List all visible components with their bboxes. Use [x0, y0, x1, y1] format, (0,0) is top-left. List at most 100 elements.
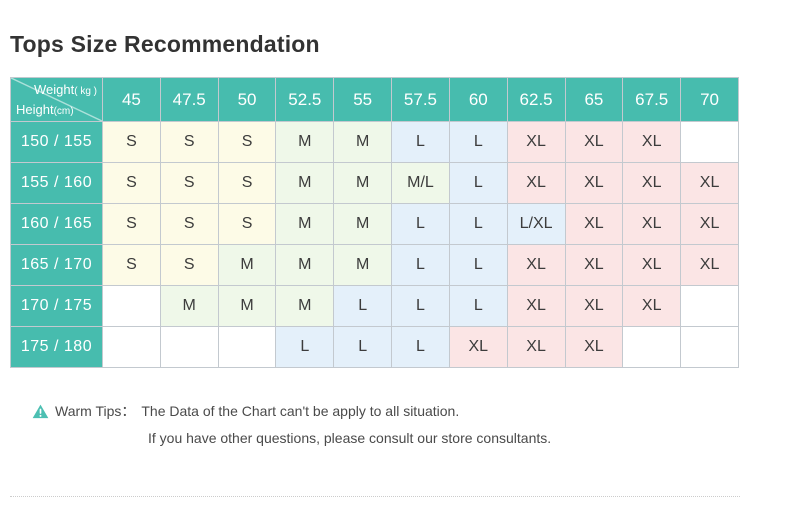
- table-row: 160 / 165 S S S M M L L L/XL XL XL XL: [10, 203, 739, 245]
- size-cell: M: [333, 121, 393, 163]
- size-cell: S: [102, 121, 161, 163]
- size-cell: [102, 285, 161, 327]
- size-cell: XL: [564, 203, 624, 245]
- weight-axis-label: Weight( kg ): [34, 82, 97, 97]
- weight-col-header: 70: [680, 77, 739, 122]
- weight-col-header: 47.5: [159, 77, 219, 122]
- table-row: 150 / 155 S S S M M L L XL XL XL: [10, 121, 739, 163]
- page-title: Tops Size Recommendation: [10, 31, 320, 57]
- size-cell: XL: [506, 162, 566, 204]
- size-cell: L: [333, 285, 393, 327]
- size-cell: S: [102, 162, 161, 204]
- size-cell: XL: [564, 121, 624, 163]
- size-cell: L: [448, 203, 508, 245]
- diagonal-divider: [11, 78, 102, 121]
- warning-icon: [32, 404, 49, 418]
- size-cell: S: [102, 244, 161, 286]
- height-axis-label: Height(cm): [16, 102, 74, 117]
- height-unit-text: (cm): [53, 106, 74, 117]
- size-cell: [102, 326, 161, 368]
- size-cell: M: [275, 285, 335, 327]
- table-row: 155 / 160 S S S M M M/L L XL XL XL XL: [10, 162, 739, 204]
- height-row-header: 165 / 170: [10, 244, 103, 286]
- size-cell: XL: [564, 162, 624, 204]
- size-cell: M: [275, 162, 335, 204]
- size-cell: XL: [448, 326, 508, 368]
- size-cell: XL: [680, 162, 739, 204]
- size-cell: [217, 326, 277, 368]
- size-cell: XL: [564, 285, 624, 327]
- size-cell: M/L: [391, 162, 450, 204]
- size-cell: S: [217, 121, 277, 163]
- size-cell: XL: [680, 244, 739, 286]
- size-cell: XL: [506, 244, 566, 286]
- size-cell: [680, 326, 739, 368]
- warm-tips: Warm Tips： The Data of the Chart can't b…: [32, 401, 459, 421]
- weight-header-row: Weight( kg ) Height(cm) 45 47.5 50 52.5 55 57…: [10, 77, 739, 122]
- size-cell: M: [275, 121, 335, 163]
- height-row-header: 155 / 160: [10, 162, 103, 204]
- weight-col-header: 52.5: [275, 77, 335, 122]
- size-cell: XL: [680, 203, 739, 245]
- corner-cell: Weight( kg ) Height(cm): [10, 77, 103, 122]
- table-row: 165 / 170 S S M M M L L XL XL XL XL: [10, 244, 739, 286]
- dotted-divider: [10, 496, 740, 497]
- weight-unit-text: ( kg ): [74, 86, 97, 97]
- size-cell: L: [391, 121, 450, 163]
- size-cell: S: [159, 203, 219, 245]
- weight-col-header: 57.5: [391, 77, 450, 122]
- size-cell: M: [217, 285, 277, 327]
- size-cell: L: [391, 285, 450, 327]
- warm-tips-line1: The Data of the Chart can't be apply to …: [141, 403, 460, 419]
- height-row-header: 150 / 155: [10, 121, 103, 163]
- table-row: 175 / 180 L L L XL XL XL: [10, 326, 739, 368]
- table-body: 150 / 155 S S S M M L L XL XL XL 155 / 160 S S S M M M/L L…: [10, 121, 739, 368]
- size-cell: XL: [622, 162, 682, 204]
- size-cell: XL: [622, 285, 682, 327]
- weight-col-header: 50: [217, 77, 277, 122]
- size-cell: S: [102, 203, 161, 245]
- table-row: 170 / 175 M M M L L L XL XL XL: [10, 285, 739, 327]
- weight-label-text: Weight: [33, 82, 75, 97]
- size-cell: M: [333, 162, 393, 204]
- size-cell: [159, 326, 219, 368]
- height-row-header: 160 / 165: [10, 203, 103, 245]
- size-recommendation-table: Weight( kg ) Height(cm) 45 47.5 50 52.5 55 57…: [10, 77, 739, 368]
- size-cell: XL: [506, 121, 566, 163]
- size-cell: [680, 285, 739, 327]
- size-cell: XL: [622, 244, 682, 286]
- size-cell: XL: [506, 326, 566, 368]
- table-header: Weight( kg ) Height(cm) 45 47.5 50 52.5 55 57…: [10, 77, 739, 122]
- size-cell: M: [333, 203, 393, 245]
- weight-col-header: 65: [564, 77, 624, 122]
- size-cell: XL: [564, 326, 624, 368]
- size-cell: [622, 326, 682, 368]
- warm-tips-line2: If you have other questions, please cons…: [148, 430, 552, 446]
- size-cell: L: [391, 203, 450, 245]
- size-cell: S: [217, 203, 277, 245]
- weight-col-header: 55: [333, 77, 393, 122]
- size-cell: XL: [564, 244, 624, 286]
- size-cell: L: [391, 244, 450, 286]
- size-cell: M: [275, 244, 335, 286]
- size-cell: M: [275, 203, 335, 245]
- size-cell: XL: [622, 203, 682, 245]
- height-label-text: Height: [16, 102, 54, 117]
- size-cell: S: [159, 162, 219, 204]
- size-cell: XL: [506, 285, 566, 327]
- size-cell: L: [448, 121, 508, 163]
- size-cell: L/XL: [506, 203, 566, 245]
- size-cell: S: [159, 244, 219, 286]
- size-cell: L: [333, 326, 393, 368]
- size-cell: S: [159, 121, 219, 163]
- weight-col-header: 62.5: [506, 77, 566, 122]
- size-cell: L: [448, 162, 508, 204]
- size-cell: S: [217, 162, 277, 204]
- warm-tips-label: Warm Tips：: [55, 403, 136, 419]
- size-cell: L: [275, 326, 335, 368]
- size-cell: M: [333, 244, 393, 286]
- size-cell: L: [448, 244, 508, 286]
- size-cell: [680, 121, 739, 163]
- size-cell: L: [391, 326, 450, 368]
- size-cell: M: [159, 285, 219, 327]
